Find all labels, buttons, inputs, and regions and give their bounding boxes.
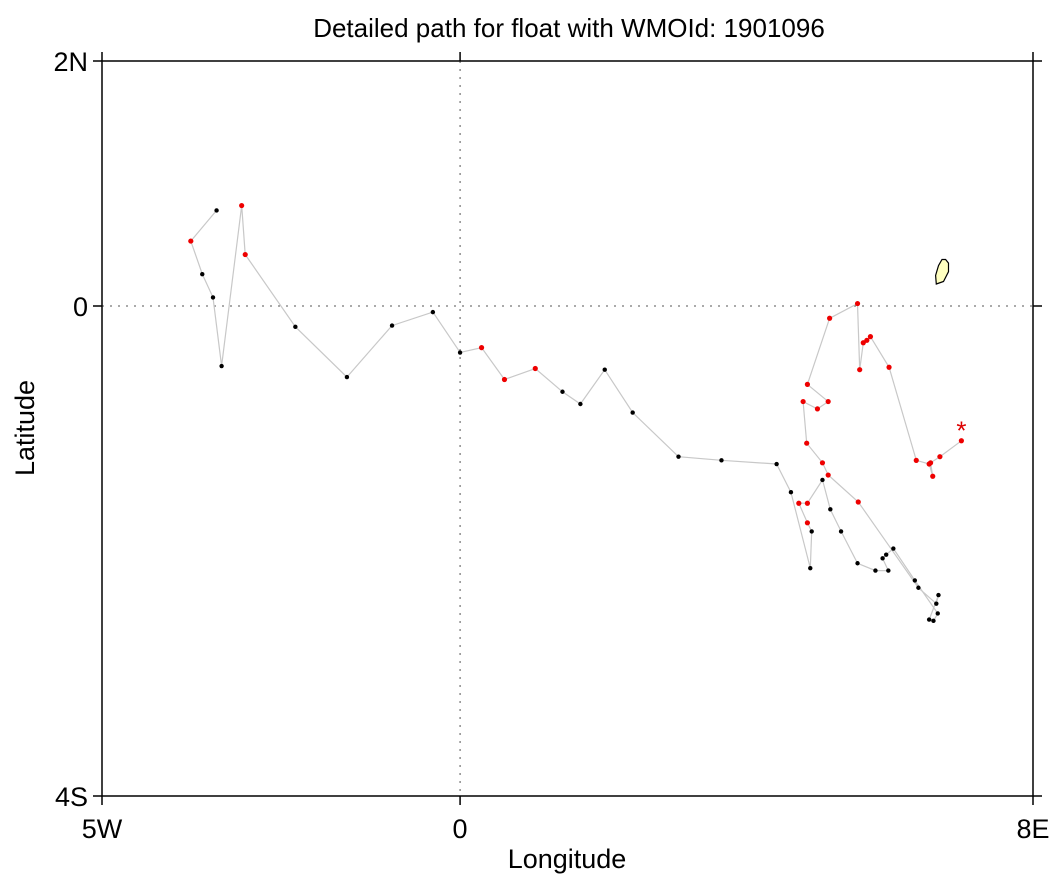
track-point-45 bbox=[719, 458, 724, 463]
track-point-20 bbox=[825, 472, 831, 478]
track-point-27 bbox=[935, 611, 940, 616]
track-point-53 bbox=[478, 345, 485, 351]
track-point-10 bbox=[860, 340, 866, 346]
track-point-8 bbox=[867, 334, 874, 340]
track-point-62 bbox=[210, 295, 216, 300]
track-point-35 bbox=[838, 529, 844, 534]
y-axis-label: Latitude bbox=[10, 380, 40, 476]
track-point-31 bbox=[880, 556, 885, 561]
track-point-34 bbox=[855, 561, 860, 566]
track-point-14 bbox=[804, 381, 811, 387]
track-point-23 bbox=[934, 601, 939, 606]
track-point-17 bbox=[800, 398, 806, 405]
track-point-5 bbox=[926, 461, 932, 467]
track-point-61 bbox=[219, 363, 224, 369]
x-axis-ticks: 5W 0 8E bbox=[82, 52, 1050, 844]
track-point-11 bbox=[857, 367, 863, 373]
track-point-50 bbox=[560, 389, 565, 394]
track-point-37 bbox=[820, 477, 825, 483]
track-point-7 bbox=[886, 364, 892, 370]
plot-frame bbox=[101, 60, 1034, 797]
track-point-48 bbox=[602, 367, 607, 372]
y-tick-label-2: 0 bbox=[73, 292, 88, 322]
chart-title: Detailed path for float with WMOId: 1901… bbox=[313, 13, 825, 43]
track-point-56 bbox=[389, 323, 395, 328]
track-point-33 bbox=[873, 568, 878, 573]
track-point-2 bbox=[937, 454, 943, 460]
track-point-21 bbox=[855, 499, 861, 505]
track-point-6 bbox=[913, 457, 919, 463]
track-point-44 bbox=[774, 461, 779, 467]
track-point-49 bbox=[578, 401, 583, 407]
track-point-46 bbox=[676, 454, 681, 459]
track-point-54 bbox=[457, 350, 463, 355]
track-point-40 bbox=[804, 520, 811, 526]
track-point-4 bbox=[930, 473, 936, 479]
track-point-16 bbox=[814, 406, 821, 412]
track-point-29 bbox=[891, 546, 896, 551]
track-point-32 bbox=[886, 568, 891, 573]
track-point-65 bbox=[214, 208, 219, 213]
track-point-51 bbox=[532, 365, 538, 372]
track-point-28 bbox=[912, 578, 918, 583]
track-point-19 bbox=[819, 460, 826, 466]
track-point-12 bbox=[854, 300, 861, 307]
track-point-15 bbox=[825, 398, 831, 405]
final-position-star-marker: * bbox=[956, 416, 966, 446]
track-point-13 bbox=[827, 315, 833, 321]
zero-lines bbox=[102, 61, 1033, 796]
float-track-line bbox=[190, 205, 962, 622]
track-point-36 bbox=[828, 507, 833, 512]
track-point-63 bbox=[200, 271, 205, 277]
y-axis-ticks: 2N 0 4S bbox=[53, 47, 1042, 812]
track-point-18 bbox=[804, 440, 810, 446]
track-point-55 bbox=[430, 309, 436, 315]
track-point-47 bbox=[630, 410, 635, 415]
track-point-41 bbox=[809, 529, 814, 534]
track-point-24 bbox=[936, 592, 941, 598]
y-tick-label-1: 2N bbox=[53, 47, 88, 77]
track-point-52 bbox=[501, 376, 508, 383]
track-point-30 bbox=[883, 552, 889, 557]
x-axis-label: Longitude bbox=[508, 844, 627, 874]
track-point-59 bbox=[242, 251, 248, 258]
track-point-42 bbox=[808, 565, 813, 571]
track-point-64 bbox=[188, 238, 194, 244]
x-tick-label-1: 5W bbox=[82, 814, 123, 844]
track-point-57 bbox=[344, 374, 350, 380]
x-tick-label-2: 0 bbox=[453, 814, 468, 844]
track-point-26 bbox=[931, 618, 936, 624]
island-outline bbox=[934, 258, 950, 285]
x-tick-label-3: 8E bbox=[1016, 814, 1049, 844]
float-track-points bbox=[188, 202, 964, 624]
y-tick-label-3: 4S bbox=[55, 782, 88, 812]
track-point-25 bbox=[926, 617, 932, 622]
track-point-43 bbox=[788, 490, 794, 495]
track-point-58 bbox=[293, 324, 298, 330]
track-point-39 bbox=[796, 500, 802, 506]
track-point-60 bbox=[239, 202, 245, 209]
track-point-22 bbox=[916, 585, 921, 590]
track-point-1 bbox=[958, 438, 964, 444]
track-point-38 bbox=[804, 500, 811, 506]
